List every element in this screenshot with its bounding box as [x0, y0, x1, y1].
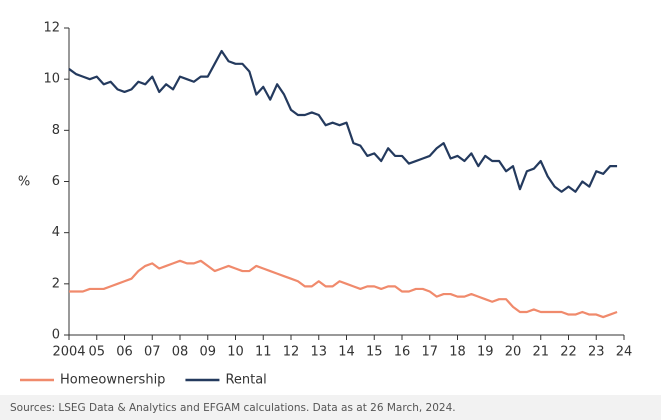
x-tick-label: 19: [477, 345, 494, 360]
x-tick-label: 14: [338, 345, 355, 360]
x-tick-label: 18: [449, 345, 466, 360]
x-tick-label: 13: [310, 345, 327, 360]
legend-label: Rental: [225, 373, 266, 388]
x-tick-label: 20: [505, 345, 522, 360]
x-tick-label: 15: [366, 345, 383, 360]
y-axis-label: %: [18, 175, 30, 190]
x-tick-label: 07: [144, 345, 161, 360]
source-note: Sources: LSEG Data & Analytics and EFGAM…: [10, 402, 456, 414]
x-tick-label: 06: [116, 345, 133, 360]
x-tick-label: 12: [283, 345, 300, 360]
x-tick-label: 23: [588, 345, 605, 360]
x-tick-label: 08: [172, 345, 189, 360]
series-line: [68, 49, 618, 193]
y-tick-label: 12: [43, 21, 60, 36]
x-tick-label: 05: [88, 345, 105, 360]
x-tick-label: 21: [532, 345, 549, 360]
x-tick-label: 17: [421, 345, 438, 360]
y-tick-label: 0: [52, 328, 60, 343]
x-tick-label: 10: [227, 345, 244, 360]
x-tick-label: 11: [255, 345, 272, 360]
x-tick-label: 2004: [52, 345, 85, 360]
y-tick-label: 2: [52, 276, 60, 291]
x-tick-label: 24: [616, 345, 633, 360]
x-tick-label: 16: [394, 345, 411, 360]
y-tick-label: 6: [52, 174, 60, 189]
x-tick-label: 09: [199, 345, 216, 360]
y-tick-label: 8: [52, 123, 60, 138]
y-tick-label: 4: [52, 225, 60, 240]
x-tick-label: 22: [560, 345, 577, 360]
y-tick-label: 10: [43, 72, 60, 87]
series-line: [69, 259, 618, 319]
legend-label: Homeownership: [60, 373, 165, 388]
note-strip: [0, 395, 661, 420]
